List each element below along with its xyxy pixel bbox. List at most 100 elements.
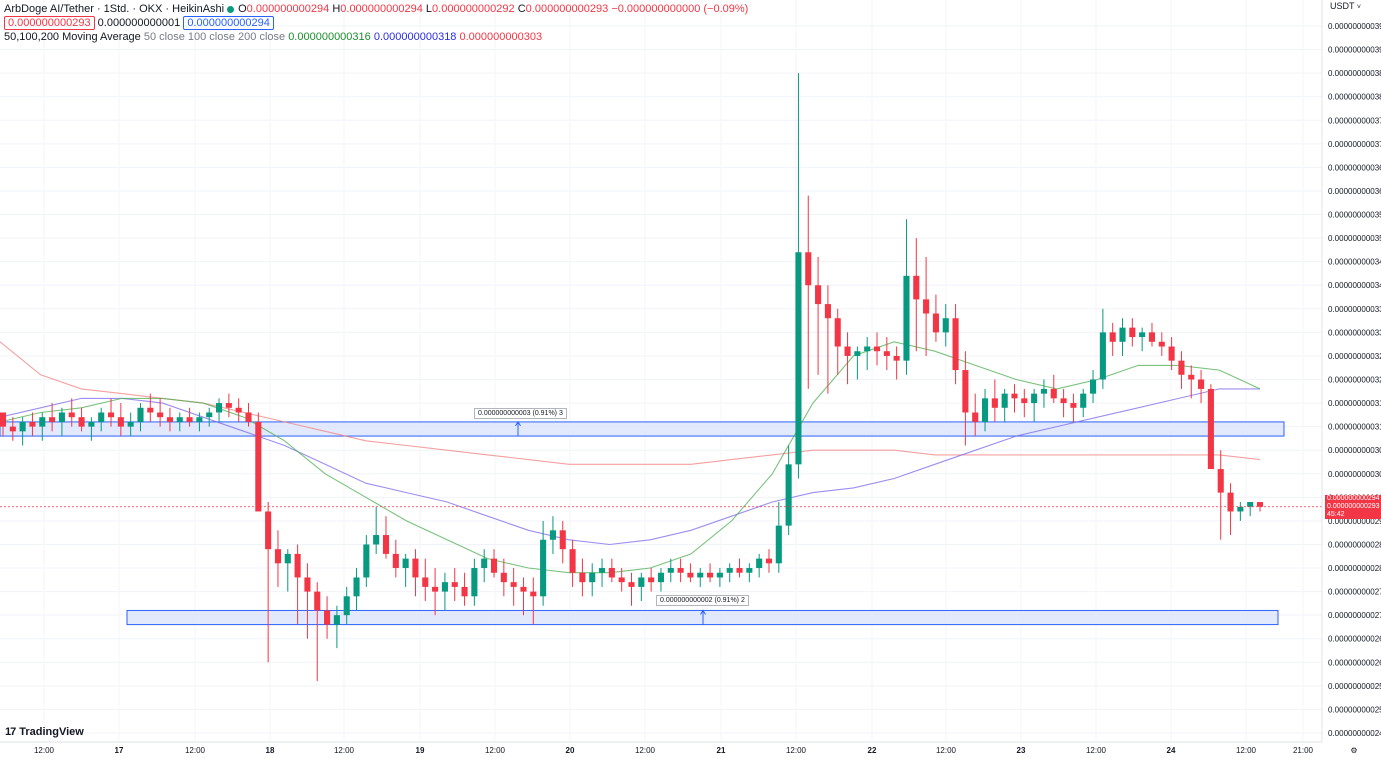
candle — [245, 403, 252, 427]
candle — [422, 558, 429, 602]
chevron-down-icon: ˅ — [1356, 4, 1361, 11]
candle — [1040, 379, 1047, 408]
candle — [775, 502, 782, 573]
candle — [628, 572, 635, 606]
candle — [451, 568, 458, 602]
candle — [382, 516, 390, 559]
candle — [1060, 388, 1067, 418]
candle — [137, 403, 144, 432]
symbol-title: ArbDoge AI/Tether · 1Std. · OKX · Heikin… — [4, 3, 225, 15]
time-tick-label: 18 — [266, 746, 275, 755]
time-tick-label: 12:00 — [485, 746, 506, 755]
candle — [58, 407, 65, 437]
candle — [373, 506, 380, 554]
price-tick-label: 0.000000000375 — [1328, 116, 1381, 125]
candle — [343, 586, 350, 625]
candle — [844, 332, 851, 385]
candle — [1237, 502, 1244, 521]
price-tick-label: 0.000000000335 — [1328, 305, 1381, 314]
candle — [510, 568, 517, 606]
time-tick-label: 23 — [1017, 746, 1026, 755]
candle — [39, 412, 46, 441]
time-tick-label: 12:00 — [1236, 746, 1257, 755]
candle — [49, 403, 56, 432]
candle — [481, 549, 488, 583]
price-tick-label: 0.000000000280 — [1328, 564, 1381, 573]
candle — [265, 502, 272, 663]
candle — [255, 412, 262, 512]
candle — [117, 403, 124, 437]
candle — [402, 553, 409, 587]
symbol-legend: ArbDoge AI/Tether · 1Std. · OKX · Heikin… — [4, 3, 749, 15]
price-tick-label: 0.000000000370 — [1328, 140, 1381, 149]
time-axis: 12:00 17 12:00 18 12:00 19 12:00 20 12:00 21 12:00… — [0, 741, 1358, 755]
candle — [873, 332, 881, 366]
candle — [78, 407, 85, 432]
moving-averages — [0, 341, 1261, 574]
price-tick-label: 0.000000000330 — [1328, 328, 1381, 337]
candle — [981, 388, 989, 432]
time-tick-label: 12:00 — [1086, 746, 1107, 755]
price-tick-label: 0.000000000365 — [1328, 163, 1381, 172]
candle — [952, 304, 959, 385]
candle — [962, 351, 969, 446]
candle — [490, 549, 498, 578]
candle — [785, 445, 792, 536]
price-tick-label: 0.000000000250 — [1328, 705, 1381, 714]
time-tick-label: 21:00 — [1293, 746, 1314, 755]
candle — [333, 605, 340, 649]
candle — [1090, 370, 1097, 404]
price-tick-label: 0.000000000395 — [1328, 22, 1381, 31]
ma-legend[interactable]: 50,100,200 Moving Average 50 close 100 c… — [4, 30, 542, 44]
candle — [618, 568, 625, 592]
price-tick-label: 0.000000000385 — [1328, 69, 1381, 78]
price-tick-label: 0.000000000325 — [1328, 352, 1381, 361]
price-tick-label: 0.000000000285 — [1328, 540, 1381, 549]
ma-params: 50 close 100 close 200 close — [143, 31, 286, 43]
upper-zone-label: 0.000000000003 (0.91%) 3 — [474, 408, 567, 419]
candle — [1227, 483, 1234, 536]
price-tick-label: 0.000000000390 — [1328, 46, 1381, 55]
candle — [1070, 393, 1077, 422]
ma50-value: 0.000000000316 — [288, 31, 371, 43]
candle — [0, 412, 7, 437]
currency-selector[interactable]: USDT ˅ — [1330, 1, 1361, 11]
candle — [1178, 351, 1185, 389]
price-tick-label: 0.000000000310 — [1328, 423, 1381, 432]
tradingview-logo[interactable]: 17 TradingView — [5, 726, 84, 738]
candle — [648, 568, 655, 592]
tradingview-logo-text: TradingView — [19, 726, 84, 738]
lower-zone-label: 0.000000000002 (0.91%) 2 — [656, 595, 749, 606]
candle — [1021, 388, 1028, 418]
candle — [432, 568, 439, 616]
candle — [500, 558, 507, 597]
time-tick-label: 12:00 — [786, 746, 807, 755]
buy-box[interactable]: 0.000000000294 — [183, 16, 274, 30]
candle — [127, 412, 134, 437]
candle — [363, 535, 370, 587]
bar-countdown: 45:42 — [1325, 511, 1381, 519]
ma100-line — [0, 388, 1260, 546]
candle — [304, 563, 311, 639]
price-tick-label: 0.000000000255 — [1328, 682, 1381, 691]
candle — [324, 596, 331, 639]
candle — [461, 572, 468, 606]
candle — [314, 582, 321, 682]
candle — [1247, 502, 1254, 517]
price-tick-label: 0.000000000275 — [1328, 588, 1381, 597]
settings-gear-icon: ⚙ — [1350, 746, 1357, 755]
candle — [864, 337, 871, 371]
candle — [166, 407, 173, 432]
candle — [736, 558, 743, 578]
candle — [107, 398, 115, 427]
candle — [392, 539, 399, 578]
time-tick-label: 12:00 — [334, 746, 355, 755]
sell-box[interactable]: 0.000000000293 — [4, 16, 95, 30]
candle — [549, 516, 556, 554]
candle — [667, 558, 674, 583]
price-tick-label: 0.000000000245 — [1328, 729, 1381, 738]
ma200-line — [0, 341, 1261, 465]
price-tick-label: 0.000000000355 — [1328, 211, 1381, 220]
candle — [1188, 365, 1195, 399]
